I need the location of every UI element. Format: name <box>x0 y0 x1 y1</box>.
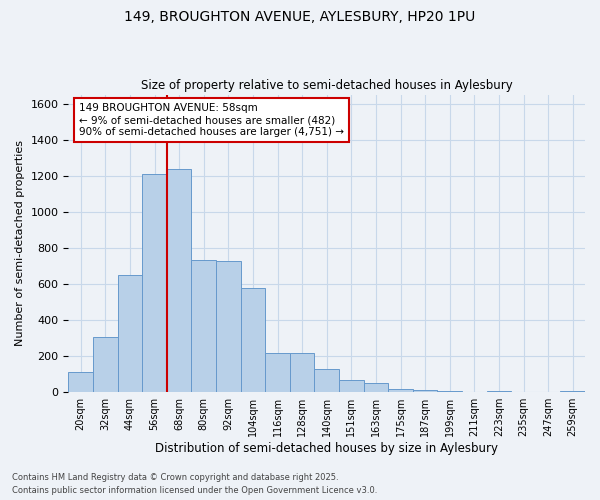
Bar <box>167 168 191 392</box>
Bar <box>364 383 388 392</box>
Bar <box>413 390 437 392</box>
Bar <box>118 275 142 392</box>
Bar <box>68 372 93 392</box>
Bar <box>265 352 290 392</box>
Title: Size of property relative to semi-detached houses in Aylesbury: Size of property relative to semi-detach… <box>141 79 512 92</box>
Bar <box>93 337 118 392</box>
Bar <box>388 388 413 392</box>
Bar <box>191 260 216 392</box>
Text: 149 BROUGHTON AVENUE: 58sqm
← 9% of semi-detached houses are smaller (482)
90% o: 149 BROUGHTON AVENUE: 58sqm ← 9% of semi… <box>79 104 344 136</box>
Bar <box>339 380 364 392</box>
Text: 149, BROUGHTON AVENUE, AYLESBURY, HP20 1PU: 149, BROUGHTON AVENUE, AYLESBURY, HP20 1… <box>124 10 476 24</box>
Text: Contains HM Land Registry data © Crown copyright and database right 2025.
Contai: Contains HM Land Registry data © Crown c… <box>12 474 377 495</box>
X-axis label: Distribution of semi-detached houses by size in Aylesbury: Distribution of semi-detached houses by … <box>155 442 498 455</box>
Bar <box>241 288 265 392</box>
Bar <box>290 352 314 392</box>
Bar <box>216 260 241 392</box>
Bar <box>314 369 339 392</box>
Bar <box>142 174 167 392</box>
Bar <box>437 391 462 392</box>
Y-axis label: Number of semi-detached properties: Number of semi-detached properties <box>15 140 25 346</box>
